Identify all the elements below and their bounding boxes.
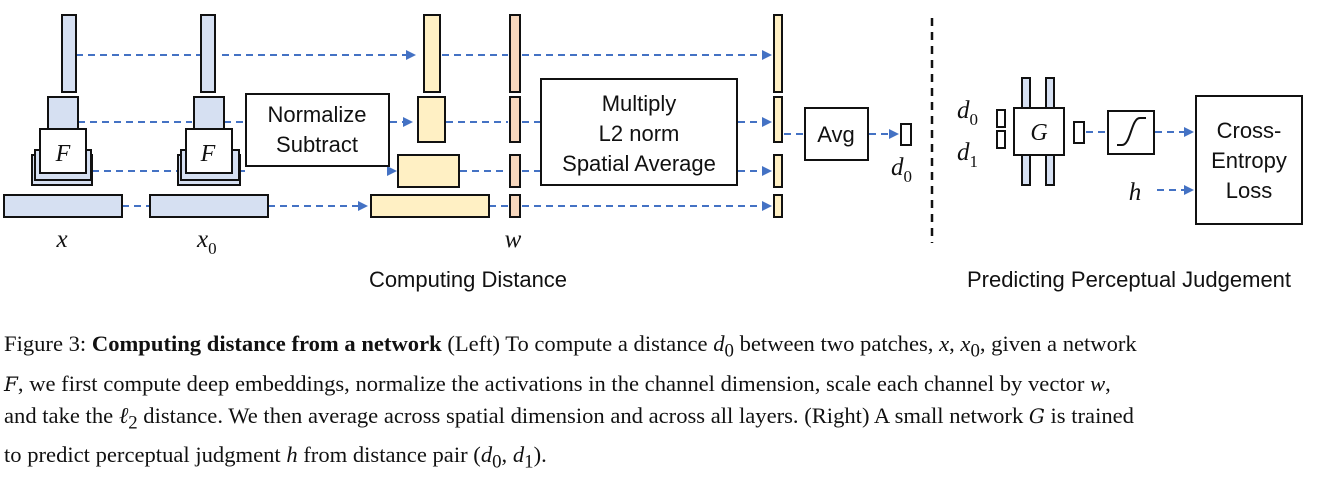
caption-math: F	[4, 371, 18, 396]
caption-line-3: and take the ℓ2 distance. We then averag…	[4, 400, 1326, 440]
avg-label: Avg	[817, 122, 855, 147]
distance-layer2	[773, 96, 783, 143]
g-bar-top-right	[1045, 77, 1055, 109]
caption-math-sub: 0	[724, 340, 734, 362]
normalize-subtract-box	[245, 93, 390, 167]
h-label: h	[1129, 179, 1142, 206]
figure-caption: Figure 3: Computing distance from a netw…	[4, 328, 1326, 479]
combine-box	[540, 78, 738, 186]
caption-line-4: to predict perceptual judgment h from di…	[4, 439, 1326, 479]
weight-layer1	[509, 14, 521, 93]
caption-text: distance. We then average across spatial…	[137, 402, 1029, 428]
right-panel-caption: Predicting Perceptual Judgement	[967, 267, 1291, 292]
feature-stack-normalized	[370, 14, 490, 218]
normalized-layer3	[397, 154, 460, 188]
network-g	[1013, 77, 1065, 186]
caption-math: x	[960, 331, 971, 356]
caption-text: (Left) To compute a distance	[441, 331, 714, 356]
d0-output-box	[900, 123, 912, 146]
normalize-label: Normalize	[267, 102, 366, 127]
right-d1-box	[996, 130, 1006, 149]
g-network-label: G	[1030, 120, 1047, 146]
normalized-layer4	[370, 194, 490, 218]
right-d0-label: d0	[957, 97, 978, 129]
caption-math: d	[713, 331, 725, 356]
weight-w-label: w	[505, 226, 522, 253]
caption-paragraph: Figure 3: Computing distance from a netw…	[4, 328, 1326, 479]
caption-math-sub: 1	[524, 451, 534, 473]
left-panel-caption: Computing Distance	[369, 267, 567, 292]
cross-entropy-loss-box	[1195, 95, 1303, 225]
caption-title: Computing distance from a network	[91, 331, 442, 356]
g-bar-top-left	[1021, 77, 1031, 109]
caption-line-1: Figure 3: Computing distance from a netw…	[4, 328, 1326, 368]
feature-x0-layer1	[200, 14, 216, 93]
feature-x0-network	[185, 128, 233, 174]
caption-text: ,	[1105, 370, 1111, 396]
caption-text: and take the	[4, 402, 119, 428]
caption-math: w	[1090, 370, 1106, 396]
g-bar-bottom-right	[1045, 154, 1055, 186]
caption-text: is trained	[1044, 402, 1134, 428]
feature-stack-x0	[149, 14, 269, 218]
dashed-arrows	[76, 50, 1194, 211]
caption-math: x	[939, 331, 950, 356]
loss-label-line1: Cross-	[1217, 118, 1282, 143]
right-d1-label: d1	[957, 139, 978, 171]
caption-math-sub: 2	[128, 412, 138, 434]
weight-layer4	[509, 194, 521, 218]
network-f-label-x: F	[55, 141, 71, 167]
weight-vectors	[509, 14, 521, 218]
g-network-box	[1013, 107, 1065, 156]
caption-math-sub: 0	[492, 451, 502, 473]
loss-label-line3: Loss	[1226, 178, 1272, 203]
loss-label-line2: Entropy	[1211, 148, 1287, 173]
g-output-box	[1073, 121, 1085, 144]
feature-x-layer1	[61, 14, 77, 93]
sigmoid-curve	[1117, 117, 1146, 146]
multiply-label: Multiply	[602, 91, 677, 116]
feature-x0-layer2	[193, 96, 225, 130]
feature-x0-layer4	[149, 194, 269, 218]
feature-x-layer4	[3, 194, 123, 218]
spatial-average-label: Spatial Average	[562, 151, 716, 176]
layer-distances	[773, 14, 783, 218]
distance-layer4	[773, 194, 783, 218]
subtract-label: Subtract	[276, 132, 358, 157]
avg-box	[804, 107, 869, 161]
caption-math: d	[480, 442, 493, 468]
right-d0-box	[996, 109, 1006, 128]
caption-text: between two patches,	[733, 331, 940, 356]
caption-prefix: Figure 3:	[4, 331, 92, 356]
caption-math: G	[1028, 403, 1045, 428]
caption-text: to predict perceptual judgment	[4, 442, 287, 468]
d0-output-label: d0	[891, 154, 912, 186]
caption-math: d	[512, 442, 525, 468]
caption-text: ).	[533, 442, 547, 468]
normalized-layer1	[423, 14, 441, 93]
distance-layer1	[773, 14, 783, 93]
input-x0-label: x0	[196, 226, 217, 258]
caption-line-2: F, we first compute deep embeddings, nor…	[4, 368, 1326, 400]
feature-x-layer2	[47, 96, 79, 130]
network-f-label-x0: F	[200, 141, 216, 167]
weight-layer3	[509, 154, 521, 188]
caption-math: h	[286, 442, 298, 468]
l2-norm-label: L2 norm	[599, 121, 680, 146]
caption-math: ℓ	[118, 402, 129, 428]
caption-text: from distance pair (	[297, 442, 481, 468]
network-diagram: F x F x0 Normalize Subtract w Multiply L…	[3, 14, 1303, 292]
caption-math-sub: 0	[970, 340, 980, 362]
normalized-layer2	[417, 96, 446, 143]
input-x-label: x	[55, 226, 67, 253]
feature-stack-x	[3, 14, 123, 218]
g-bar-bottom-left	[1021, 154, 1031, 186]
caption-text: , we first compute deep embeddings, norm…	[17, 370, 1091, 396]
weight-layer2	[509, 96, 521, 143]
caption-text: , given a network	[979, 331, 1137, 356]
caption-text: ,	[501, 442, 513, 468]
feature-x-network	[39, 128, 87, 174]
distance-layer3	[773, 154, 783, 188]
caption-text: ,	[949, 331, 961, 356]
